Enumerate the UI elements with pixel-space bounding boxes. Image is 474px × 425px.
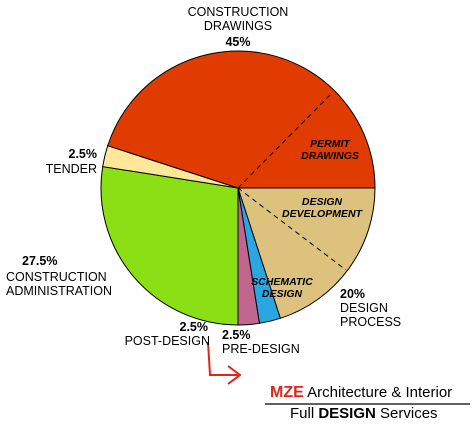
arrow-head: [227, 365, 242, 385]
category-label: PRE-DESIGN: [222, 342, 300, 356]
annotation: PERMIT DRAWINGS: [301, 138, 359, 162]
value-label: 27.5%: [22, 254, 58, 268]
value-label: 2.5%: [68, 147, 98, 161]
brand-line: Full DESIGN Services: [290, 405, 438, 422]
sub-phase-divider: [237, 91, 334, 189]
brand-text: Architecture & Interior: [307, 384, 453, 401]
pie: [100, 50, 376, 326]
arrow: [207, 341, 238, 376]
annotation: DESIGN DEVELOPMENT: [282, 196, 362, 220]
pie-slice: [100, 165, 239, 326]
sub-phase-divider: [237, 187, 347, 271]
value-label: 2.5%: [222, 328, 251, 342]
category-label: DESIGN PROCESS: [340, 301, 402, 329]
annotation: SCHEMATIC DESIGN: [251, 276, 313, 300]
value-label: 45%: [225, 35, 251, 49]
brand-mark: MZE: [270, 384, 304, 401]
category-label: CONSTRUCTION DRAWINGS: [187, 5, 289, 33]
pie-slice: [107, 50, 376, 189]
brand-text: DESIGN: [318, 405, 376, 422]
pie-slice: [237, 187, 376, 319]
brand-text: Full: [290, 405, 315, 422]
brand-text: Services: [380, 405, 438, 422]
brand-line: MZE Architecture & Interior: [270, 384, 452, 402]
category-label: CONSTRUCTION ADMINISTRATION: [6, 270, 113, 298]
value-label: 2.5%: [179, 320, 209, 334]
category-label: POST-DESIGN: [124, 334, 210, 348]
value-label: 20%: [340, 287, 366, 301]
category-label: TENDER: [45, 162, 97, 176]
